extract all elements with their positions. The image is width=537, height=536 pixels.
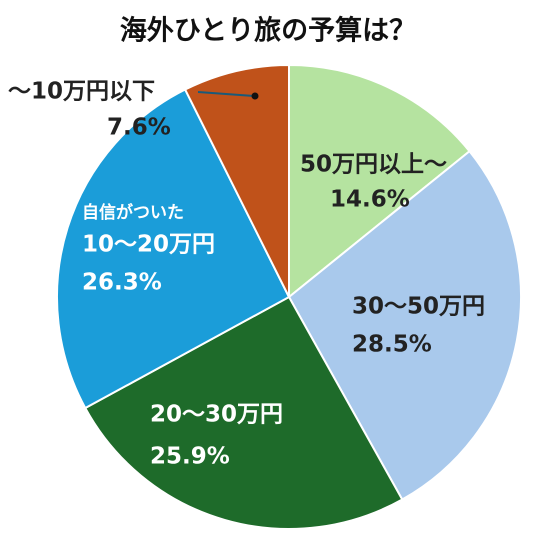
pie-slice	[56, 88, 291, 410]
slice-label: 30～50万円	[352, 294, 485, 320]
value-label: 28.5%	[352, 332, 432, 358]
pie-slice	[83, 295, 404, 530]
slice-label: ～10万円以下	[8, 79, 155, 105]
pie-slice	[288, 63, 471, 300]
value-label: 25.9%	[150, 444, 230, 470]
chart-title: 海外ひとり旅の予算は？	[120, 15, 416, 47]
leader-dot	[251, 92, 259, 100]
value-label: 14.6%	[330, 187, 410, 213]
pie-slice	[287, 149, 522, 501]
slice-label: 50万円以上～	[300, 152, 447, 178]
slice-label: 10～20万円	[82, 232, 215, 258]
value-label: 7.6%	[107, 115, 171, 141]
slice-label: 20～30万円	[150, 402, 283, 428]
leader-line	[197, 91, 255, 97]
annotation: 自信がついた	[82, 202, 184, 223]
pie-slice	[183, 63, 290, 298]
value-label: 26.3%	[82, 270, 162, 296]
